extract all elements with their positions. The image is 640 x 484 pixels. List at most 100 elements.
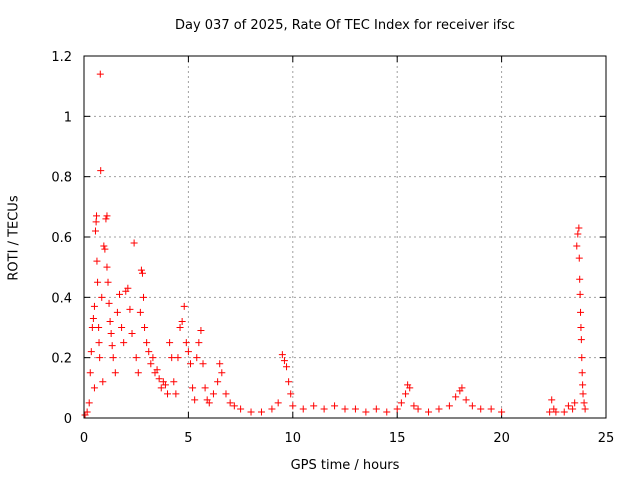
data-point	[126, 305, 134, 313]
x-tick-label: 5	[184, 431, 192, 446]
data-point	[569, 405, 577, 413]
data-point	[576, 290, 584, 298]
data-point	[120, 339, 128, 347]
data-point	[180, 302, 188, 310]
plot-frame	[83, 55, 607, 419]
data-point	[477, 405, 485, 413]
data-point	[283, 363, 291, 371]
y-axis-label: ROTI / TECUs	[6, 195, 22, 281]
data-point	[226, 399, 234, 407]
data-point	[92, 218, 100, 226]
data-point	[546, 408, 554, 416]
data-point	[164, 390, 172, 398]
data-point	[462, 396, 470, 404]
x-tick-label: 25	[598, 431, 615, 446]
data-point	[90, 384, 98, 392]
data-point	[118, 324, 126, 331]
data-point	[182, 339, 190, 347]
data-point	[132, 354, 140, 362]
data-point	[581, 405, 589, 413]
data-point	[435, 405, 443, 413]
data-point	[372, 405, 380, 413]
data-point	[410, 402, 418, 410]
y-tick-label: 1.2	[51, 50, 72, 65]
data-point	[178, 317, 186, 325]
data-point	[468, 402, 476, 410]
data-point	[88, 324, 96, 331]
data-point	[425, 408, 433, 416]
data-point	[414, 405, 422, 413]
data-point	[268, 405, 276, 413]
data-point	[157, 384, 165, 392]
data-point	[199, 360, 207, 368]
data-point	[498, 408, 506, 416]
data-point	[571, 399, 579, 407]
data-point	[577, 308, 585, 316]
data-point	[96, 70, 104, 78]
chart-title: Day 037 of 2025, Rate Of TEC Index for r…	[174, 18, 516, 33]
y-tick-label: 0.2	[51, 352, 72, 367]
data-point	[134, 369, 142, 377]
data-point	[548, 396, 556, 404]
data-point	[90, 302, 98, 310]
data-point	[101, 245, 109, 253]
data-point	[214, 378, 222, 386]
data-point	[257, 408, 265, 416]
data-point	[560, 408, 568, 416]
data-point	[452, 393, 460, 401]
data-point	[136, 308, 144, 316]
data-point	[564, 402, 572, 410]
data-point	[141, 324, 149, 331]
data-point	[168, 354, 176, 362]
data-point	[147, 360, 155, 368]
data-point	[578, 354, 586, 362]
y-tick-label: 0	[64, 412, 72, 427]
data-point	[487, 405, 495, 413]
data-point	[577, 324, 585, 331]
data-point	[222, 390, 230, 398]
grid-lines	[84, 56, 606, 418]
data-point	[580, 399, 588, 407]
data-point	[184, 348, 192, 356]
data-point	[86, 369, 94, 377]
data-point	[552, 408, 560, 416]
data-point	[230, 402, 238, 410]
y-tick-label: 0.4	[51, 291, 72, 306]
data-point	[218, 369, 226, 377]
data-point	[397, 399, 405, 407]
data-point	[91, 227, 99, 235]
data-point	[458, 384, 466, 392]
data-point	[579, 381, 587, 389]
data-point	[128, 330, 136, 338]
y-tick-label: 0.8	[51, 171, 72, 186]
data-point	[103, 212, 111, 220]
data-point	[209, 390, 217, 398]
data-point	[107, 330, 115, 338]
data-point	[95, 324, 103, 331]
data-point	[106, 317, 114, 325]
data-point	[402, 390, 410, 398]
data-point	[186, 360, 194, 368]
data-point	[578, 369, 586, 377]
data-point	[140, 293, 148, 301]
x-tick-label: 10	[285, 431, 302, 446]
data-point	[102, 215, 110, 223]
data-point	[274, 399, 282, 407]
data-point	[341, 405, 349, 413]
data-point	[205, 399, 213, 407]
y-tick-label: 1	[64, 110, 72, 125]
data-point	[89, 314, 97, 322]
data-point	[574, 230, 582, 238]
data-point	[576, 275, 584, 283]
data-point	[138, 269, 146, 277]
data-point	[115, 290, 123, 298]
data-point	[201, 384, 209, 392]
data-point	[195, 339, 203, 347]
data-point	[99, 378, 107, 386]
x-axis-label: GPS time / hours	[290, 458, 400, 473]
data-point	[216, 360, 224, 368]
data-point	[351, 405, 359, 413]
data-point	[143, 339, 151, 347]
data-point	[85, 399, 93, 407]
